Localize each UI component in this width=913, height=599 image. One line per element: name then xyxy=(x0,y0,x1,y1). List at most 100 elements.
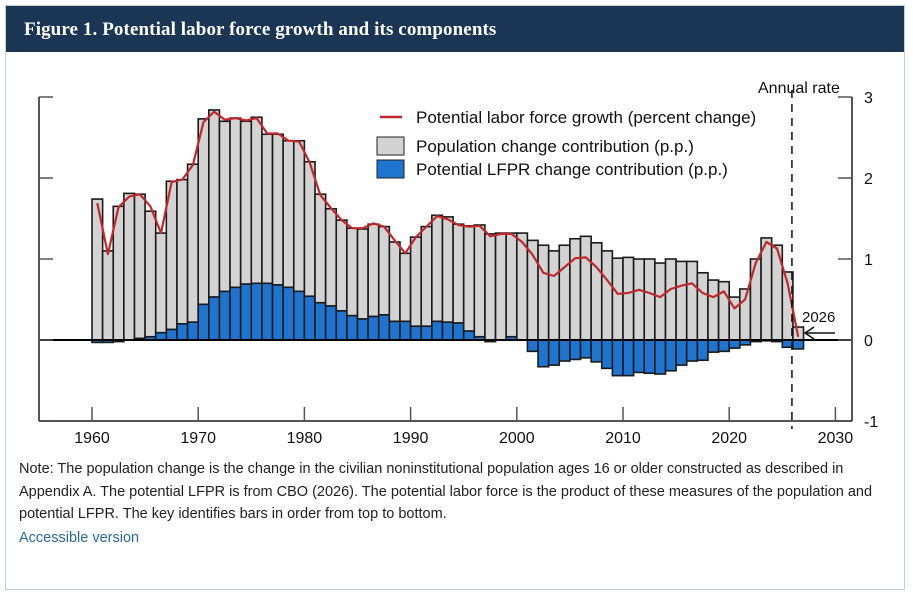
x-tick-label: 2000 xyxy=(499,430,535,447)
growth-line xyxy=(96,110,800,338)
y-axis-title: Annual rate xyxy=(758,80,840,97)
population-bar xyxy=(547,250,561,341)
population-bar xyxy=(144,210,157,338)
population-bar xyxy=(399,252,412,323)
population-bar xyxy=(367,223,380,318)
population-bar xyxy=(632,258,646,341)
lfpr-bar xyxy=(717,339,731,353)
population-bar xyxy=(388,241,401,323)
annotation-2026-label: 2026 xyxy=(802,309,835,326)
lfpr-bar xyxy=(462,330,476,341)
population-bar xyxy=(685,260,699,341)
population-bar xyxy=(420,225,433,328)
population-bar xyxy=(324,207,338,307)
population-bar xyxy=(654,262,667,341)
lfpr-bar xyxy=(696,339,709,362)
lfpr-bar xyxy=(271,284,284,341)
lfpr-bar xyxy=(654,339,667,375)
population-bar xyxy=(696,271,709,341)
lfpr-bar xyxy=(675,339,688,366)
population-bar xyxy=(579,235,592,341)
lfpr-bar xyxy=(154,331,168,341)
population-bar xyxy=(261,133,274,285)
lfpr-bar xyxy=(632,339,646,374)
population-bar xyxy=(292,139,306,293)
lfpr-bar xyxy=(547,339,561,366)
population-bar xyxy=(515,232,529,341)
lfpr-bar xyxy=(377,314,391,341)
population-bar xyxy=(229,117,242,289)
legend-population-swatch xyxy=(376,136,405,156)
population-bar xyxy=(611,257,624,341)
population-bar xyxy=(707,279,720,341)
lfpr-bar xyxy=(388,320,401,341)
legend-label-lfpr: Potential LFPR change contribution (p.p.… xyxy=(416,160,728,179)
population-bar xyxy=(409,236,423,328)
population-bar xyxy=(186,163,200,323)
legend-label-growth: Potential labor force growth (percent ch… xyxy=(416,108,756,127)
lfpr-bar xyxy=(526,339,539,353)
y-tick-label: 3 xyxy=(864,90,873,107)
population-bar xyxy=(590,242,603,341)
lfpr-bar xyxy=(176,322,189,341)
population-bar xyxy=(537,244,550,341)
lfpr-bar xyxy=(707,339,720,353)
y-tick-label: 2 xyxy=(864,171,873,188)
legend: Potential labor force growth (percent ch… xyxy=(376,108,756,179)
accessible-version-link[interactable]: Accessible version xyxy=(19,530,140,546)
figure-title: Figure 1. Potential labor force growth a… xyxy=(24,19,497,40)
population-bar xyxy=(643,258,656,341)
population-bar xyxy=(452,223,465,324)
lfpr-bar xyxy=(452,322,465,341)
lfpr-bar xyxy=(282,286,295,341)
population-bar xyxy=(176,178,189,325)
x-tick-label: 1990 xyxy=(393,430,429,447)
y-tick-label: -1 xyxy=(864,414,878,431)
lfpr-bar xyxy=(303,295,316,341)
lfpr-bar xyxy=(579,339,592,359)
x-tick-label: 1970 xyxy=(180,430,216,447)
annotation-2026: 2026 xyxy=(802,309,835,340)
population-bar xyxy=(208,109,221,298)
lfpr-bar xyxy=(261,282,274,341)
population-bar xyxy=(377,225,391,316)
population-bar xyxy=(505,232,518,338)
population-bar xyxy=(749,258,762,341)
x-tick-label: 1980 xyxy=(287,430,323,447)
lfpr-bar xyxy=(590,339,603,363)
population-bar xyxy=(484,233,497,341)
legend-lfpr-swatch xyxy=(376,159,405,179)
population-bar xyxy=(101,250,115,341)
lfpr-bar xyxy=(367,315,380,341)
legend-label-population: Population change contribution (p.p.) xyxy=(416,137,694,156)
population-bar xyxy=(600,250,614,341)
growth-line-layer xyxy=(96,110,800,338)
lfpr-bar xyxy=(292,290,306,341)
population-bar xyxy=(569,237,582,341)
lfpr-bar xyxy=(186,321,200,341)
population-bar xyxy=(133,193,146,340)
population-bar xyxy=(314,193,327,304)
population-bar xyxy=(303,161,316,298)
lfpr-bar xyxy=(420,325,433,341)
lfpr-bar xyxy=(250,282,263,341)
y-tick-label: 0 xyxy=(864,333,873,350)
population-bar xyxy=(123,192,136,341)
population-bar xyxy=(441,216,454,323)
population-bar xyxy=(622,256,635,341)
population-bar xyxy=(675,260,688,341)
axes-layer: -1 0 1 2 3 1960 1970 1980 1990 2000 2010 2020 2030 xyxy=(38,90,878,447)
lfpr-bar xyxy=(197,303,210,341)
x-tick-label: 2020 xyxy=(711,430,747,447)
population-bar xyxy=(760,237,773,341)
y-tick-label: 1 xyxy=(864,252,873,269)
lfpr-bar xyxy=(239,283,253,341)
lfpr-bar xyxy=(356,318,369,341)
figure-note: Note: The population change is the chang… xyxy=(19,461,873,522)
lfpr-bar xyxy=(643,339,656,375)
lfpr-bar xyxy=(792,339,805,350)
lfpr-bar xyxy=(409,325,423,341)
lfpr-bar xyxy=(218,290,231,341)
lfpr-bar xyxy=(165,328,178,341)
